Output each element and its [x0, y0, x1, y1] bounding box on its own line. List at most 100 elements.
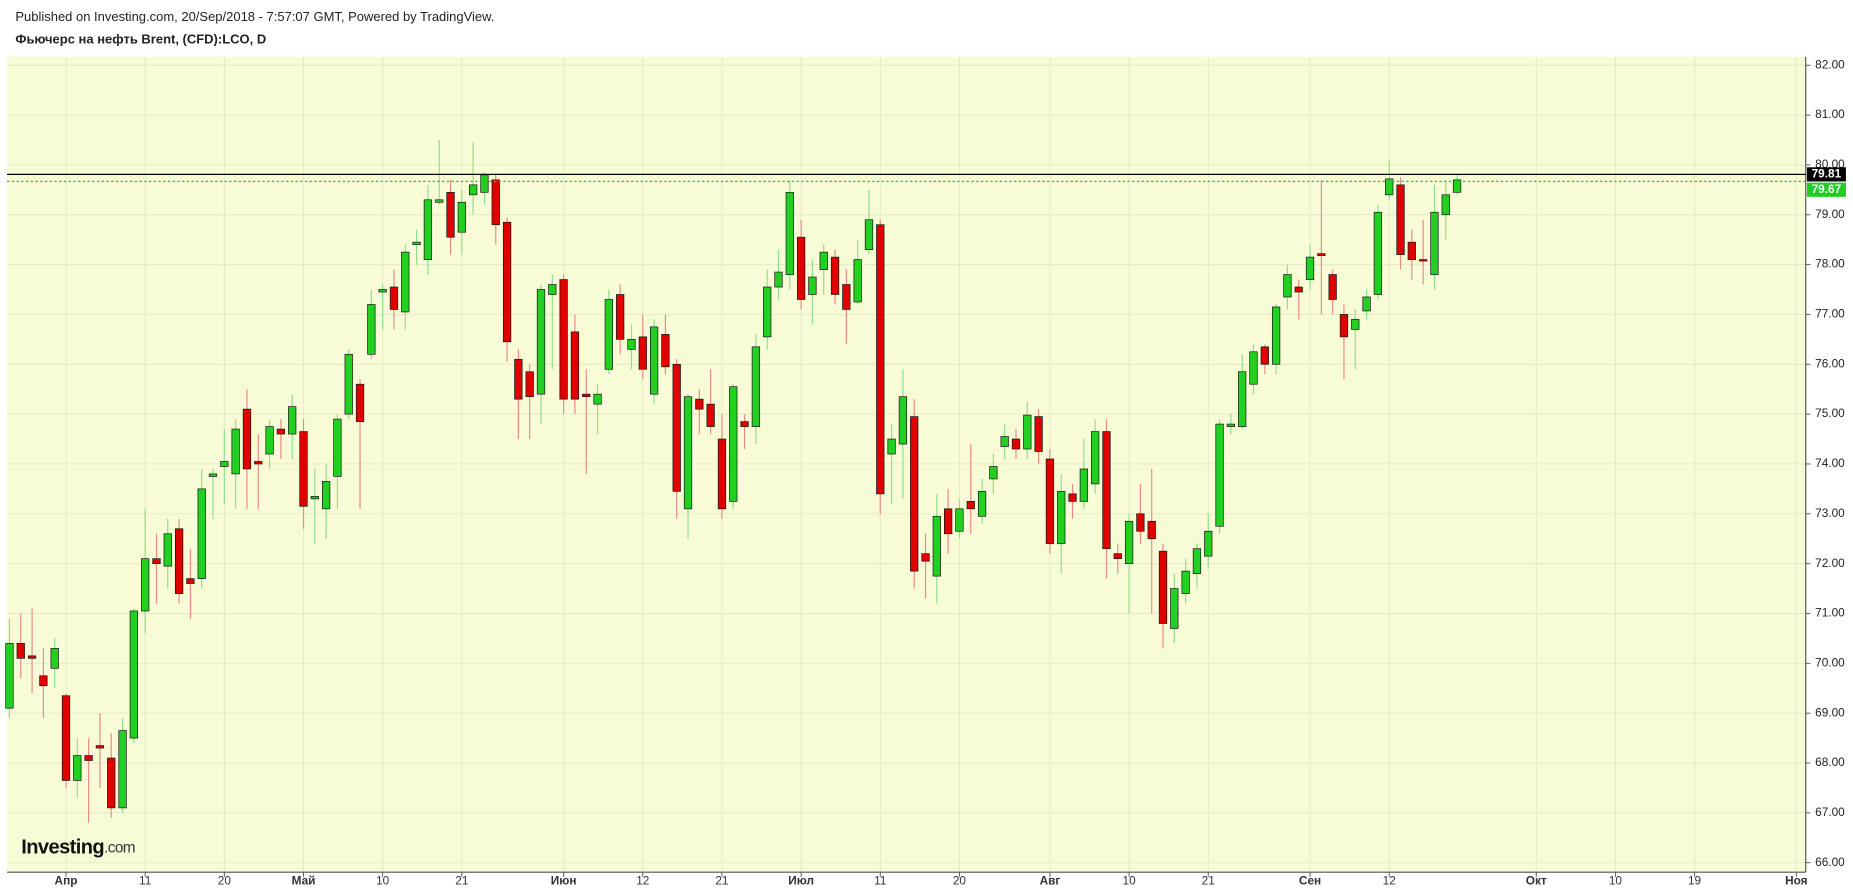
candle-body [1023, 414, 1032, 450]
candle-body [141, 558, 150, 612]
candle-body [174, 528, 184, 594]
x-tick-label: Июл [788, 874, 814, 888]
candle-body [525, 371, 534, 398]
candle-body [638, 336, 647, 370]
candle-body [774, 271, 783, 288]
candle-body [796, 236, 806, 300]
candle-body [672, 363, 681, 492]
candle-body [310, 496, 319, 500]
candle-body [830, 256, 840, 295]
candle-body [1124, 520, 1134, 565]
candle-body [118, 730, 127, 809]
candle-body [95, 745, 105, 749]
candle-body [1226, 423, 1236, 427]
candle-body [842, 284, 851, 310]
y-tick-label: 70.00 [1815, 655, 1845, 669]
candle-body [435, 199, 444, 203]
candle-body [977, 491, 987, 517]
candle-body [1396, 184, 1405, 255]
price-label-box [1806, 182, 1846, 197]
candle-body [1091, 431, 1100, 485]
candle-body [876, 224, 885, 495]
candle-body [1192, 548, 1202, 574]
candle-body [717, 438, 727, 510]
y-tick-label: 73.00 [1815, 506, 1845, 520]
candle-body [582, 393, 591, 398]
x-tick-label: 19 [1688, 874, 1701, 888]
candle-body [378, 289, 387, 293]
candle-body [231, 428, 240, 475]
x-tick-label: Сен [1299, 874, 1321, 888]
candle-body [1373, 211, 1383, 295]
candle-body [276, 428, 286, 435]
x-tick-label: 20 [953, 874, 967, 888]
candle-body [1452, 179, 1462, 193]
candle-body [197, 488, 206, 579]
candle-body [1260, 346, 1269, 365]
candle-body [706, 403, 715, 427]
candle-body [1045, 458, 1055, 545]
candle-body [1317, 253, 1326, 256]
candle-body [208, 473, 218, 477]
candle-body [355, 383, 365, 422]
candle-body [27, 655, 37, 659]
y-tick-label: 67.00 [1815, 805, 1845, 819]
candle-body [921, 553, 930, 562]
candle-body [423, 199, 433, 260]
candle-body [344, 353, 353, 415]
y-tick-label: 77.00 [1815, 307, 1845, 321]
candle-body [944, 508, 953, 535]
candle-body [627, 339, 636, 350]
candle-body [1249, 351, 1258, 385]
candle-body [898, 396, 908, 445]
candle-body [61, 695, 71, 781]
candle-body [1362, 296, 1371, 312]
candle-body [1238, 371, 1247, 427]
candle-body [661, 334, 670, 368]
x-tick-label: 21 [715, 874, 728, 888]
candle-body [469, 184, 478, 196]
y-tick-label: 79.00 [1815, 207, 1845, 221]
candle-body [333, 418, 342, 477]
candle-body [254, 461, 263, 465]
x-tick-label: Авг [1040, 874, 1061, 888]
candle-body [1283, 274, 1292, 298]
candle-body [966, 500, 975, 510]
candle-body [729, 386, 738, 502]
y-tick-label: 81.00 [1815, 107, 1845, 121]
candle-body [1147, 520, 1156, 540]
candle-body [1136, 513, 1145, 532]
candle-body [1418, 259, 1428, 262]
candle-body [853, 259, 862, 303]
candle-body [910, 416, 919, 572]
candle-body [808, 276, 817, 295]
candle-body [1339, 314, 1349, 338]
x-tick-label: 10 [1123, 874, 1137, 888]
candle-body [740, 421, 749, 427]
candle-body [39, 675, 48, 687]
candle-body [751, 346, 761, 427]
candle-body [129, 610, 138, 739]
candle-body [1102, 431, 1111, 550]
candle-body [649, 326, 659, 395]
x-tick-label: Апр [55, 874, 78, 888]
candle-body [989, 466, 998, 480]
candle-body [864, 219, 874, 250]
x-tick-label: Ноя [1785, 874, 1808, 888]
source-note: Published on Investing.com, 20/Sep/2018 … [15, 9, 494, 24]
candle-body [84, 755, 93, 761]
x-tick-label: Май [292, 874, 316, 888]
candle-body [1407, 241, 1416, 260]
y-tick-label: 71.00 [1815, 606, 1845, 620]
candle-body [163, 533, 172, 567]
candle-body [932, 515, 941, 577]
y-tick-label: 82.00 [1815, 57, 1845, 71]
candle-body [401, 251, 410, 313]
x-tick-label: Июн [551, 874, 577, 888]
logo: Investing.com [21, 837, 135, 859]
candle-body [16, 643, 25, 659]
candle-body [819, 251, 828, 270]
candle-body [1430, 211, 1439, 275]
x-tick-label: Окт [1526, 874, 1547, 888]
